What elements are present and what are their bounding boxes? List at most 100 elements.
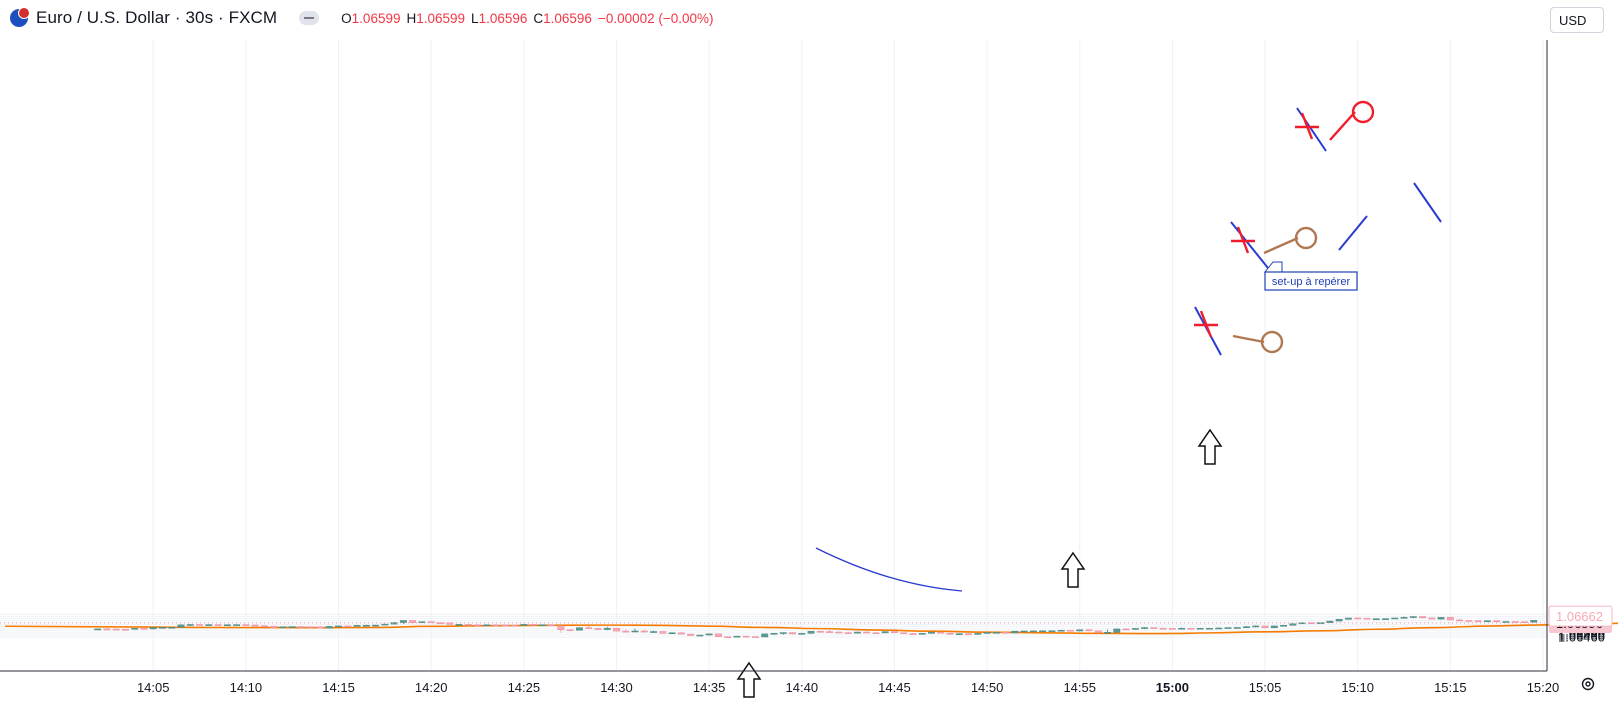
candle-body bbox=[159, 627, 166, 629]
candle-body bbox=[464, 624, 472, 626]
candle bbox=[853, 631, 861, 634]
candle bbox=[1178, 627, 1186, 630]
candle-body bbox=[789, 632, 796, 635]
high-value: 1.06599 bbox=[416, 10, 466, 26]
candle bbox=[631, 628, 639, 633]
candle bbox=[1011, 630, 1019, 634]
candle bbox=[131, 628, 139, 630]
candle bbox=[566, 629, 574, 632]
candle bbox=[372, 624, 380, 627]
x-tick-label: 14:15 bbox=[322, 680, 355, 695]
x-tick-label: 14:25 bbox=[508, 680, 541, 695]
candle bbox=[1391, 617, 1399, 620]
candle-body bbox=[492, 624, 500, 627]
candle-body bbox=[761, 633, 769, 638]
candle bbox=[640, 629, 648, 633]
candle bbox=[501, 624, 509, 627]
candle-body bbox=[1437, 617, 1445, 620]
candle-body bbox=[223, 624, 231, 626]
candle bbox=[474, 624, 481, 627]
candle bbox=[1057, 629, 1065, 632]
candle-body bbox=[1104, 631, 1111, 634]
candle bbox=[223, 624, 231, 626]
candle-body bbox=[603, 627, 611, 630]
candle-body bbox=[1261, 625, 1269, 628]
candle-body bbox=[242, 624, 250, 626]
candle-body bbox=[205, 624, 213, 626]
candle bbox=[1289, 623, 1297, 626]
candle-body bbox=[622, 630, 630, 633]
x-tick-label: 15:05 bbox=[1249, 680, 1282, 695]
candle-body bbox=[1243, 626, 1250, 628]
candle-body bbox=[511, 624, 519, 627]
candle bbox=[900, 632, 908, 635]
candle bbox=[1465, 620, 1473, 622]
settings-gear-icon[interactable] bbox=[1580, 676, 1596, 692]
candle-body bbox=[1187, 627, 1195, 630]
candle bbox=[1335, 619, 1343, 622]
blue-curve bbox=[815, 547, 963, 592]
candle-body bbox=[1002, 632, 1010, 634]
candle-body bbox=[1474, 620, 1482, 622]
high-label: H bbox=[406, 10, 417, 26]
candle-body bbox=[233, 624, 241, 626]
collapse-legend-button[interactable] bbox=[299, 11, 320, 25]
candle-body bbox=[94, 628, 102, 631]
up-arrow-icon bbox=[736, 661, 762, 698]
x-tick-label: 15:15 bbox=[1434, 680, 1467, 695]
candle-body bbox=[325, 626, 333, 629]
candle-body bbox=[1150, 627, 1158, 629]
candle-body bbox=[1076, 629, 1084, 632]
candle bbox=[362, 624, 370, 627]
candle-body bbox=[1363, 617, 1371, 620]
candle-body bbox=[714, 633, 722, 637]
x-tick-label: 15:20 bbox=[1527, 680, 1560, 695]
candle-body bbox=[140, 628, 148, 630]
candle-body bbox=[594, 628, 602, 630]
candle-body bbox=[1344, 617, 1352, 620]
candle-body bbox=[168, 627, 176, 629]
candle bbox=[1029, 630, 1037, 633]
close-label: C bbox=[533, 10, 544, 26]
candle-body bbox=[1335, 619, 1343, 622]
brown-pin-circle bbox=[1294, 226, 1318, 250]
candle bbox=[1131, 628, 1139, 630]
candle bbox=[909, 633, 917, 635]
candle-body bbox=[1122, 628, 1130, 631]
time-axis[interactable]: 14:05 14:10 14:15 14:20 14:25 14:30 14:35 14:40… bbox=[0, 670, 1560, 695]
blue-slash bbox=[1413, 182, 1442, 223]
candle-body bbox=[1131, 628, 1139, 630]
candle-body bbox=[538, 624, 546, 627]
candle-body bbox=[279, 626, 287, 629]
price-axis[interactable]: 1.064601.064801.065001.065201.065401.065… bbox=[0, 40, 1613, 671]
candle bbox=[1168, 628, 1176, 630]
candle bbox=[1252, 625, 1260, 628]
moving-average-layer bbox=[4, 622, 1618, 635]
candle bbox=[826, 629, 834, 633]
candle-body bbox=[186, 624, 194, 626]
candle bbox=[103, 627, 111, 631]
candle-body bbox=[918, 633, 926, 635]
candle bbox=[298, 626, 305, 628]
currency-button[interactable]: USD bbox=[1550, 7, 1604, 33]
x-tick-label: 14:45 bbox=[878, 680, 911, 695]
candle-body bbox=[844, 632, 852, 634]
candle bbox=[390, 622, 398, 625]
candle bbox=[890, 631, 898, 634]
candle-body bbox=[1409, 616, 1417, 618]
symbol-title[interactable]: Euro / U.S. Dollar · 30s · FXCM bbox=[36, 8, 278, 27]
candle-body bbox=[474, 624, 481, 627]
candle bbox=[159, 627, 166, 629]
candle-body bbox=[251, 624, 259, 627]
candle bbox=[529, 624, 537, 626]
candle-body bbox=[983, 632, 991, 634]
candle bbox=[965, 633, 973, 635]
candle bbox=[1094, 630, 1102, 634]
candle bbox=[974, 632, 982, 635]
open-label: O bbox=[341, 10, 352, 26]
candle bbox=[1113, 628, 1121, 633]
candle-body bbox=[1307, 622, 1315, 624]
candle bbox=[733, 635, 741, 638]
candle-body bbox=[965, 633, 973, 635]
